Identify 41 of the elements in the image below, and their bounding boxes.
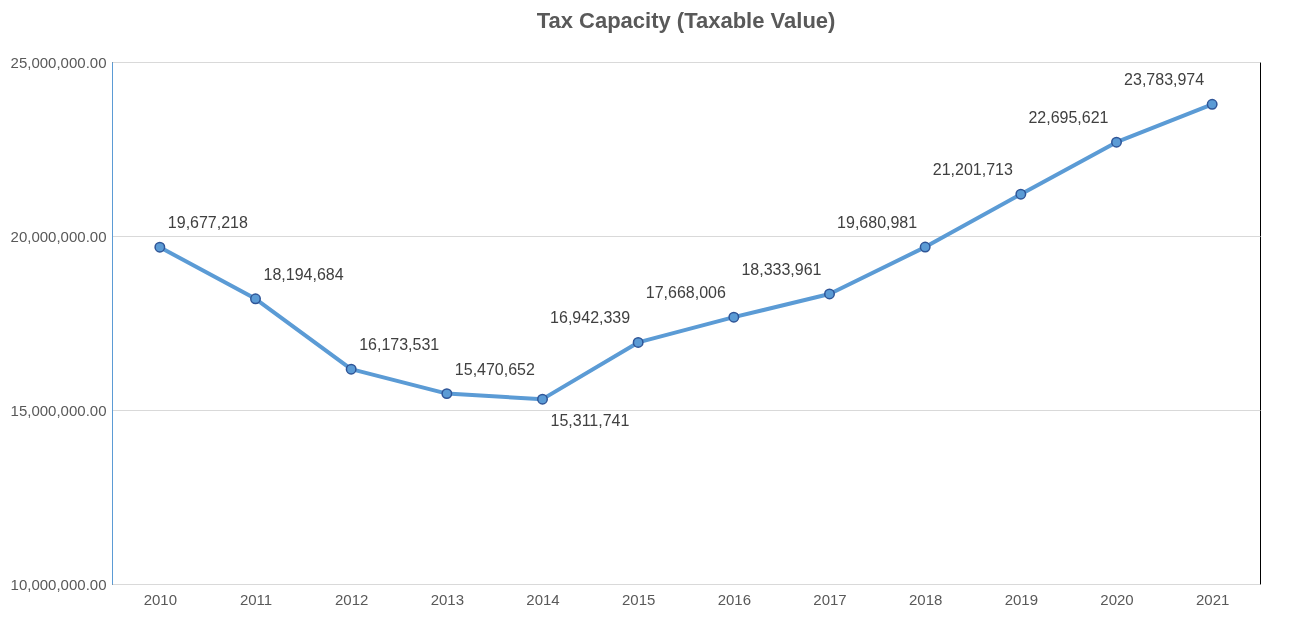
point (154, 241, 166, 253)
data-label: 22,695,621 (1028, 109, 1109, 127)
data-label: 21,201,713 (932, 161, 1013, 179)
point (824, 288, 835, 300)
data-label: 15,470,652 (454, 360, 536, 378)
y-tick-label: 20,000,000.00 (10, 227, 107, 245)
data-label: 18,333,961 (741, 260, 822, 278)
chart-title: Tax Capacity (Taxable Value) (536, 8, 836, 33)
data-label: 19,680,981 (837, 214, 918, 232)
point (728, 311, 740, 323)
data-label: 23,783,974 (1124, 71, 1205, 89)
point (441, 388, 453, 400)
point (250, 293, 261, 305)
point (537, 393, 548, 405)
y-tick-label: 25,000,000.00 (10, 53, 107, 71)
x-tick-label: 2016 (717, 590, 752, 608)
data-label: 19,677,218 (167, 214, 249, 232)
data-label: 18,194,684 (263, 265, 344, 283)
point (632, 336, 644, 348)
x-tick-label: 2019 (1004, 590, 1039, 608)
x-tick-label: 2017 (813, 590, 847, 608)
data-label: 17,668,006 (645, 284, 726, 302)
y-tick-label: 15,000,000.00 (10, 401, 107, 419)
y-tick-label: 10,000,000.00 (10, 575, 107, 593)
data-label: 16,173,531 (359, 336, 440, 354)
x-tick-label: 2012 (334, 590, 369, 608)
point (345, 363, 357, 375)
x-tick-label: 2015 (621, 590, 656, 608)
x-tick-label: 2021 (1195, 590, 1230, 608)
point (1111, 136, 1122, 148)
x-tick-label: 2014 (526, 590, 560, 608)
point (1206, 98, 1218, 110)
x-tick-label: 2010 (143, 590, 178, 608)
x-tick-label: 2018 (908, 590, 943, 608)
data-label: 16,942,339 (550, 309, 631, 327)
x-tick-label: 2020 (1100, 590, 1134, 608)
data-label: 15,311,741 (550, 412, 630, 430)
x-tick-label: 2011 (239, 590, 273, 608)
point (1015, 188, 1027, 200)
point (919, 241, 931, 253)
x-tick-label: 2013 (430, 590, 465, 608)
